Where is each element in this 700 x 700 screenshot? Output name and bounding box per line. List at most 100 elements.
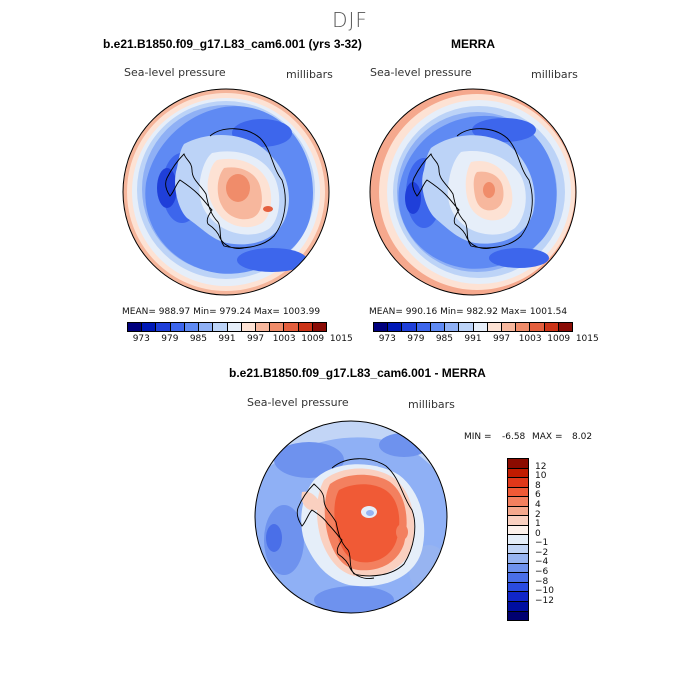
panel-1-colorbar-labels: 973 979 985 991 997 1003 1009 1015 — [127, 334, 353, 346]
panel-1-colorbar-swatch — [184, 323, 200, 331]
diff-colorbar-tick-label: 4 — [535, 499, 541, 510]
panel-2-colorbar-swatch — [558, 323, 573, 331]
panel-2-colorbar-swatch — [459, 323, 474, 331]
panel-1-units-label: millibars — [286, 68, 333, 81]
panel-1-colorbar-tick-label: 997 — [246, 334, 265, 344]
diff-colorbar-tick-label: −1 — [535, 538, 549, 549]
panel-1-colorbar-swatch — [270, 323, 285, 331]
diff-panel-units-label: millibars — [408, 398, 455, 411]
panel-1-stats: MEAN= 988.97 Min= 979.24 Max= 1003.99 — [122, 307, 321, 317]
panel-1-colorbar-swatch — [312, 323, 327, 331]
diff-colorbar-swatch — [508, 535, 528, 545]
panel-2-colorbar-swatch — [374, 323, 389, 331]
panel-1-colorbar-tick-label: 979 — [161, 334, 179, 344]
diff-max-value: 8.02 — [572, 432, 593, 442]
panel-2-colorbar-swatch — [388, 323, 403, 331]
panel-1-colorbar-swatch — [142, 323, 157, 331]
panel-1-colorbar-tick-label: 985 — [189, 334, 208, 344]
diff-colorbar-tick-label: 12 — [535, 461, 547, 472]
diff-colorbar-swatch — [508, 506, 528, 517]
panel-2-colorbar-swatch — [473, 323, 488, 331]
panel-2-units-label: millibars — [531, 68, 578, 81]
panel-2-colorbar-tick-label: 979 — [407, 334, 425, 344]
panel-2-variable-label: Sea-level pressure — [370, 66, 472, 79]
diff-colorbar-swatch — [508, 468, 528, 479]
panel-2-colorbar-swatch — [487, 323, 502, 331]
diff-polar-map — [254, 420, 448, 614]
panel-1-colorbar-tick-label: 973 — [132, 334, 150, 344]
panel-1-colorbar-swatch — [170, 323, 185, 331]
panel-2-colorbar-swatch — [402, 323, 417, 331]
diff-colorbar-tick-label: −2 — [535, 547, 549, 558]
panel-2-colorbar-tick-label: 991 — [464, 334, 482, 344]
diff-colorbar-tick-label: 10 — [535, 471, 547, 482]
diff-min-label: MIN = — [464, 432, 492, 442]
diff-colorbar-swatch — [508, 563, 528, 574]
diff-colorbar-swatch — [508, 478, 528, 488]
diff-colorbar-swatch — [508, 516, 528, 526]
diff-panel-variable-label: Sea-level pressure — [247, 396, 349, 409]
panel-1-polar-map — [122, 88, 330, 296]
diff-colorbar-tick-label: 8 — [535, 480, 541, 491]
diff-colorbar-swatch — [508, 554, 528, 564]
panel-1-title: b.e21.B1850.f09_g17.L83_cam6.001 (yrs 3-… — [103, 37, 362, 51]
panel-1-colorbar-swatch — [227, 323, 242, 331]
diff-colorbar-swatch — [508, 573, 528, 583]
panel-1-colorbar-swatch — [241, 323, 256, 331]
panel-2-polar-map — [369, 88, 577, 296]
diff-colorbar-labels: 12 10 8 6 4 2 1 0 −1 −2 −4 −6 −8 −10 −12 — [535, 458, 575, 621]
panel-1-colorbar-tick-label: 1009 — [301, 334, 325, 344]
diff-min-value: -6.58 — [502, 432, 526, 442]
panel-2-colorbar-swatch — [445, 323, 460, 331]
panel-2-colorbar-tick-label: 1015 — [575, 334, 599, 344]
panel-2-colorbar-tick-label: 985 — [435, 334, 454, 344]
panel-2-title: MERRA — [451, 37, 495, 51]
diff-colorbar-swatch — [508, 601, 528, 612]
panel-1-variable-label: Sea-level pressure — [124, 66, 226, 79]
panel-1-colorbar-swatch — [156, 323, 171, 331]
diff-colorbar-swatch — [508, 544, 528, 555]
panel-1-colorbar-tick-label: 1015 — [329, 334, 353, 344]
panel-2-colorbar-tick-label: 1009 — [547, 334, 571, 344]
diff-colorbar-tick-label: −12 — [535, 595, 554, 606]
diff-colorbar-swatch — [508, 487, 528, 498]
panel-2-colorbar-swatch — [501, 323, 517, 331]
diff-colorbar-tick-label: −10 — [535, 586, 554, 597]
panel-2-colorbar-swatch — [516, 323, 531, 331]
diff-colorbar-swatch — [508, 582, 528, 593]
diff-colorbar-swatch — [508, 459, 528, 469]
panel-1-colorbar — [127, 322, 327, 332]
diff-colorbar-tick-label: 6 — [535, 490, 541, 501]
diff-colorbar-swatch — [508, 592, 528, 602]
diff-colorbar-tick-label: 1 — [535, 519, 541, 530]
panel-1-colorbar-swatch — [199, 323, 214, 331]
diff-colorbar-tick-label: 0 — [535, 528, 541, 539]
panel-1-colorbar-swatch — [255, 323, 271, 331]
panel-1-colorbar-tick-label: 991 — [218, 334, 236, 344]
panel-2-colorbar-swatch — [544, 323, 559, 331]
diff-colorbar-swatch — [508, 525, 528, 536]
diff-colorbar-tick-label: −8 — [535, 576, 549, 587]
panel-1-colorbar-swatch — [284, 323, 299, 331]
diff-colorbar-swatch — [508, 611, 528, 621]
panel-2-colorbar-swatch — [530, 323, 545, 331]
diff-colorbar-swatch — [508, 497, 528, 507]
panel-2-colorbar-tick-label: 1003 — [518, 334, 542, 344]
panel-2-colorbar-labels: 973 979 985 991 997 1003 1009 1015 — [373, 334, 599, 346]
panel-2-colorbar — [373, 322, 573, 332]
panel-2-colorbar-tick-label: 997 — [492, 334, 511, 344]
diff-max-label: MAX = — [532, 432, 563, 442]
diff-colorbar-tick-label: −6 — [535, 567, 549, 578]
panel-1-colorbar-swatch — [213, 323, 228, 331]
panel-1-colorbar-swatch — [128, 323, 143, 331]
panel-1-colorbar-tick-label: 1003 — [272, 334, 296, 344]
diff-colorbar-tick-label: 2 — [535, 509, 541, 520]
panel-2-stats: MEAN= 990.16 Min= 982.92 Max= 1001.54 — [369, 307, 568, 317]
diff-colorbar-tick-label: −4 — [535, 557, 549, 568]
panel-2-colorbar-swatch — [430, 323, 446, 331]
diff-colorbar — [507, 458, 529, 621]
panel-2-colorbar-tick-label: 973 — [378, 334, 396, 344]
panel-2-colorbar-swatch — [416, 323, 431, 331]
panel-1-colorbar-swatch — [298, 323, 313, 331]
figure-title: DJF — [332, 8, 368, 32]
